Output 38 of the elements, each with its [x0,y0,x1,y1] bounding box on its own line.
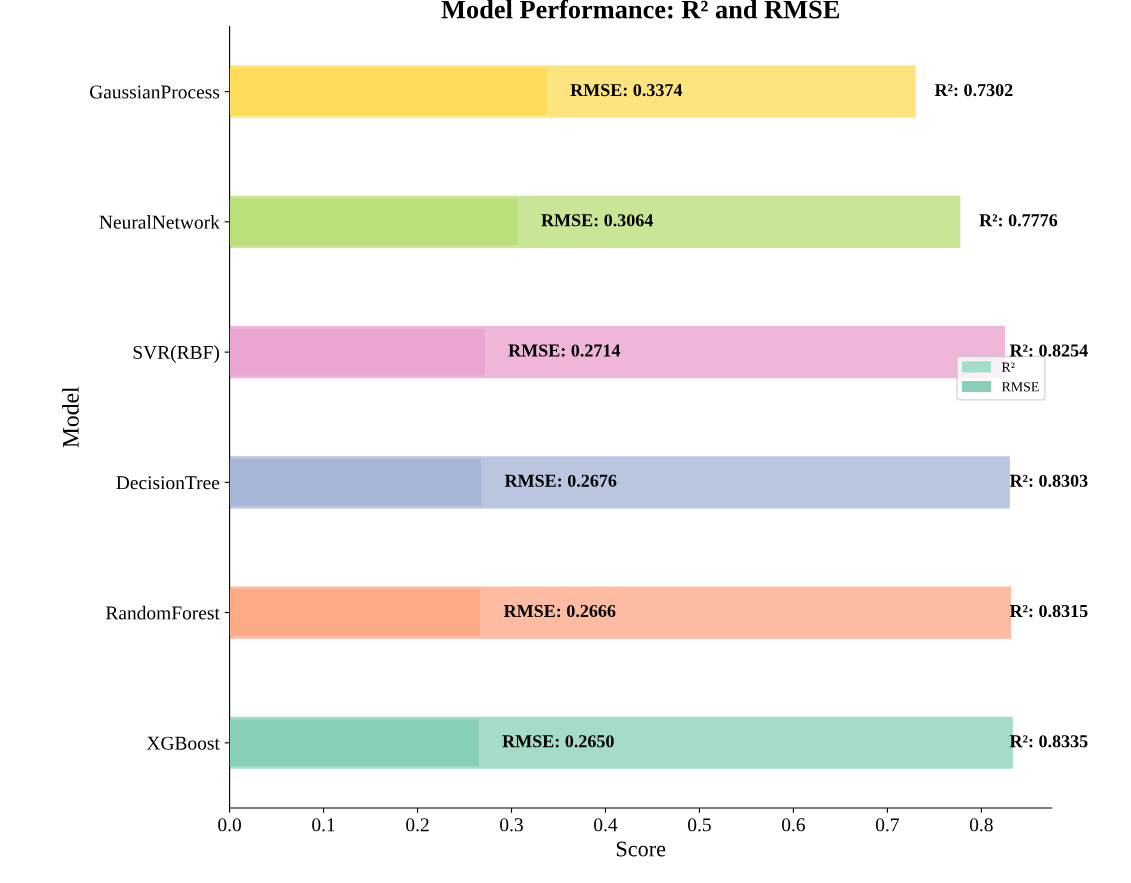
data-label: R²: 0.7776 [979,214,1058,227]
bar [229,328,485,376]
x-tick-label: 0.5 [688,818,711,832]
y-tick-label: DecisionTree [116,476,220,490]
y-axis-title: Model [62,386,79,448]
data-label: R²: 0.8254 [1009,344,1088,357]
data-label: R²: 0.7302 [934,83,1013,97]
data-label: RMSE: 0.2666 [503,604,616,618]
x-tick-label: 0.6 [782,818,805,832]
y-tick-label: XGBoost [146,736,220,750]
x-tick-label: 0.8 [969,818,993,832]
x-tick-label: 0.2 [406,818,429,832]
legend-label: RMSE [1001,382,1039,392]
y-tick-label: SVR(RBF) [133,345,220,363]
bar [229,198,518,246]
data-label: RMSE: 0.2714 [508,344,621,357]
y-tick-label: RandomForest [105,605,220,620]
bar [229,458,482,506]
x-tick-label: 0.4 [594,818,618,832]
data-label: R²: 0.8335 [1009,735,1088,748]
data-label: RMSE: 0.2650 [502,735,614,748]
bar [229,589,481,637]
data-label: RMSE: 0.3064 [541,214,654,227]
bar [229,719,479,767]
x-tick-label: 0.3 [500,818,523,832]
y-tick-label: GaussianProcess [89,85,220,99]
x-tick-label: 0.1 [312,818,335,832]
data-label: R²: 0.8303 [1009,474,1088,487]
x-tick-label: 0.0 [218,818,241,832]
x-axis-title: Score [616,841,666,857]
data-label: RMSE: 0.3374 [570,83,683,97]
y-tick-label: NeuralNetwork [99,215,220,229]
chart-title: Model Performance: R² and RMSE [441,0,839,19]
legend-label: R² [1001,362,1015,372]
x-tick-label: 0.7 [875,818,899,832]
data-label: RMSE: 0.2676 [504,474,617,487]
bar [229,68,547,116]
data-label: R²: 0.8315 [1009,604,1088,618]
